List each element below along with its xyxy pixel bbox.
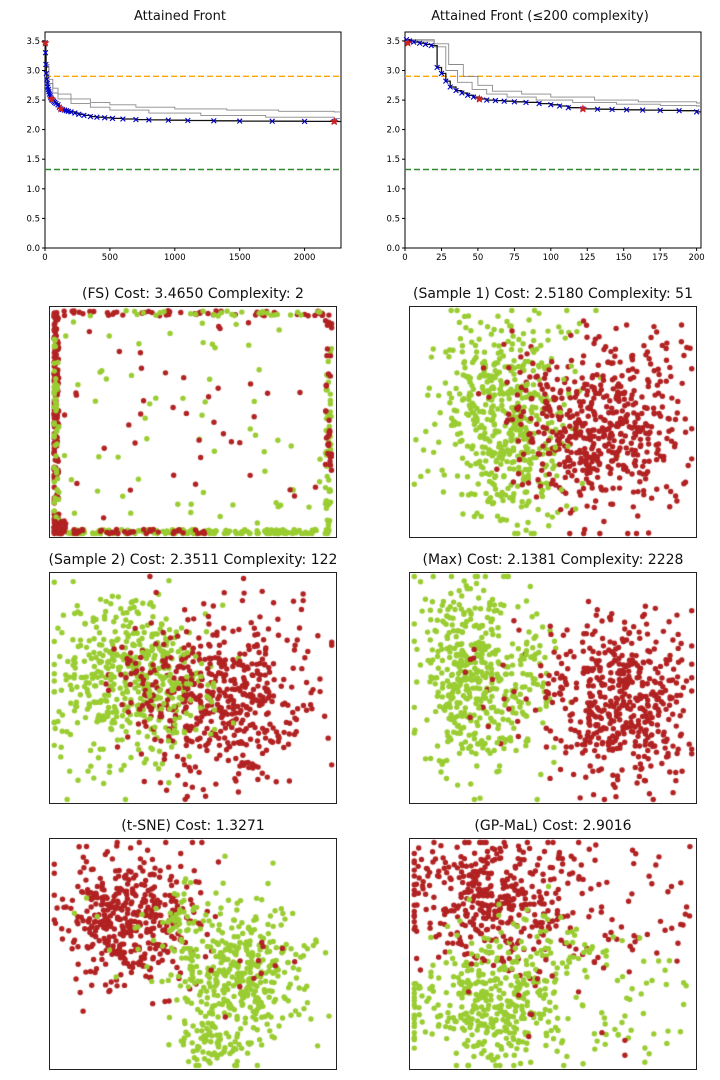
subplot-gpmal: (GP-MaL) Cost: 2.9016 — [373, 804, 720, 1070]
svg-text:0.0: 0.0 — [26, 244, 40, 254]
max-scatter-plot — [409, 572, 697, 804]
svg-text:1.5: 1.5 — [386, 155, 400, 165]
subplot-fs: (FS) Cost: 3.4650 Complexity: 2 — [13, 272, 373, 538]
svg-text:3.0: 3.0 — [26, 67, 40, 77]
svg-text:3.0: 3.0 — [386, 67, 400, 77]
svg-text:0: 0 — [42, 253, 47, 263]
subplot-attained-front: Attained Front 0 500 1000 1500 2000 0.0 0.5 1.0… — [0, 8, 360, 272]
svg-text:50: 50 — [472, 253, 483, 263]
svg-text:200: 200 — [688, 253, 704, 263]
sample2-scatter-plot — [49, 572, 337, 804]
svg-text:150: 150 — [616, 253, 632, 263]
plot-title-fs: (FS) Cost: 3.4650 Complexity: 2 — [82, 286, 304, 302]
svg-text:0.0: 0.0 — [386, 244, 400, 254]
subplot-sample2: (Sample 2) Cost: 2.3511 Complexity: 122 — [13, 538, 373, 804]
svg-text:2.0: 2.0 — [26, 126, 40, 136]
plot-title-max: (Max) Cost: 2.1381 Complexity: 2228 — [422, 552, 684, 568]
svg-text:2.0: 2.0 — [386, 126, 400, 136]
row-tsne-gpmal: (t-SNE) Cost: 1.3271 (GP-MaL) Cost: 2.90… — [0, 804, 720, 1070]
svg-text:25: 25 — [436, 253, 447, 263]
svg-text:100: 100 — [543, 253, 559, 263]
svg-text:0: 0 — [402, 253, 407, 263]
svg-text:1.0: 1.0 — [386, 185, 400, 195]
svg-text:0.5: 0.5 — [26, 214, 40, 224]
tsne-scatter-plot — [49, 838, 337, 1070]
subplot-max: (Max) Cost: 2.1381 Complexity: 2228 — [373, 538, 720, 804]
row-sample2-max: (Sample 2) Cost: 2.3511 Complexity: 122 … — [0, 538, 720, 804]
svg-text:0.5: 0.5 — [386, 214, 400, 224]
svg-text:1.5: 1.5 — [26, 155, 40, 165]
plot-title-tsne: (t-SNE) Cost: 1.3271 — [121, 818, 265, 834]
svg-text:1000: 1000 — [164, 253, 186, 263]
svg-text:125: 125 — [579, 253, 595, 263]
svg-text:175: 175 — [652, 253, 668, 263]
gpmal-scatter-plot — [409, 838, 697, 1070]
svg-text:1500: 1500 — [229, 253, 251, 263]
fs-scatter-plot — [49, 306, 337, 538]
attained-front-200-plot: 0 25 50 75 100 125 150 175 200 0.0 0.5 1.0 1.5 2.0 2.5… — [386, 31, 705, 263]
svg-text:3.5: 3.5 — [386, 37, 400, 47]
plot-title-attained-front-200: Attained Front (≤200 complexity) — [431, 9, 649, 24]
svg-text:75: 75 — [509, 253, 520, 263]
svg-text:500: 500 — [102, 253, 118, 263]
plot-title-gpmal: (GP-MaL) Cost: 2.9016 — [474, 818, 632, 834]
attained-front-plot: 0 500 1000 1500 2000 0.0 0.5 1.0 1.5 2.0 2.5 3.0 3.5 — [26, 31, 342, 263]
svg-text:2.5: 2.5 — [26, 96, 40, 106]
svg-text:2.5: 2.5 — [386, 96, 400, 106]
svg-text:2000: 2000 — [294, 253, 316, 263]
row-fs-sample1: (FS) Cost: 3.4650 Complexity: 2 (Sample … — [0, 272, 720, 538]
sample1-scatter-plot — [409, 306, 697, 538]
plot-title-attained-front: Attained Front — [134, 9, 226, 24]
plot-title-sample1: (Sample 1) Cost: 2.5180 Complexity: 51 — [413, 286, 693, 302]
subplot-sample1: (Sample 1) Cost: 2.5180 Complexity: 51 — [373, 272, 720, 538]
subplot-tsne: (t-SNE) Cost: 1.3271 — [13, 804, 373, 1070]
plot-title-sample2: (Sample 2) Cost: 2.3511 Complexity: 122 — [48, 552, 338, 568]
svg-text:3.5: 3.5 — [26, 37, 40, 47]
row-fronts: Attained Front 0 500 1000 1500 2000 0.0 0.5 1.0… — [0, 0, 720, 272]
svg-text:1.0: 1.0 — [26, 185, 40, 195]
subplot-attained-front-200: Attained Front (≤200 complexity) 0 25 50 75… — [360, 8, 720, 272]
